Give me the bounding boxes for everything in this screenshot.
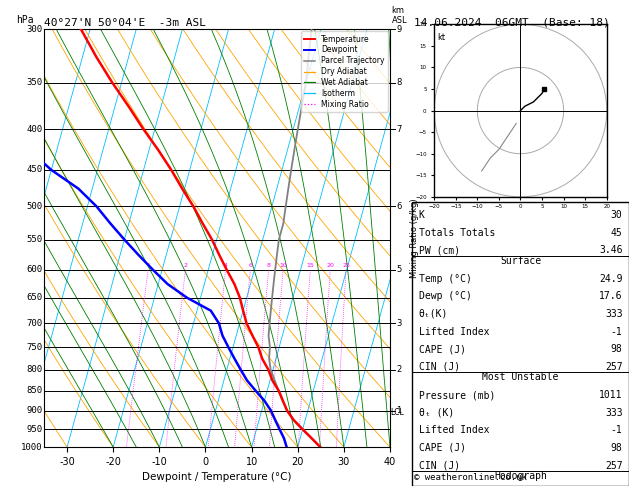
Text: Pressure (mb): Pressure (mb) bbox=[418, 390, 495, 400]
Text: 17.6: 17.6 bbox=[599, 291, 623, 301]
Text: 3: 3 bbox=[396, 319, 401, 328]
Text: CIN (J): CIN (J) bbox=[418, 461, 460, 470]
Text: 550: 550 bbox=[26, 235, 42, 244]
Text: Totals Totals: Totals Totals bbox=[418, 228, 495, 238]
Text: θₜ(K): θₜ(K) bbox=[418, 309, 448, 319]
Text: 24.9: 24.9 bbox=[599, 274, 623, 284]
Text: 40°27'N 50°04'E  -3m ASL: 40°27'N 50°04'E -3m ASL bbox=[44, 18, 206, 28]
X-axis label: Dewpoint / Temperature (°C): Dewpoint / Temperature (°C) bbox=[142, 472, 292, 483]
Text: 850: 850 bbox=[26, 386, 42, 395]
Text: PW (cm): PW (cm) bbox=[418, 245, 460, 256]
Text: 450: 450 bbox=[26, 165, 42, 174]
Text: 600: 600 bbox=[26, 265, 42, 274]
Text: 6: 6 bbox=[248, 263, 252, 268]
Text: km
ASL: km ASL bbox=[392, 6, 408, 25]
Text: 20: 20 bbox=[326, 263, 334, 268]
Text: CIN (J): CIN (J) bbox=[418, 362, 460, 372]
Text: Mixing Ratio (g/kg): Mixing Ratio (g/kg) bbox=[409, 198, 419, 278]
Text: 333: 333 bbox=[605, 309, 623, 319]
Text: 5: 5 bbox=[396, 265, 401, 274]
Text: 650: 650 bbox=[26, 293, 42, 302]
Text: 1011: 1011 bbox=[599, 390, 623, 400]
Text: 10: 10 bbox=[279, 263, 287, 268]
Text: 3.46: 3.46 bbox=[599, 245, 623, 256]
Text: 900: 900 bbox=[26, 406, 42, 415]
Text: 950: 950 bbox=[26, 425, 42, 434]
Text: -1: -1 bbox=[611, 425, 623, 435]
Text: 15: 15 bbox=[306, 263, 314, 268]
Text: Surface: Surface bbox=[500, 256, 541, 266]
Text: CAPE (J): CAPE (J) bbox=[418, 443, 465, 453]
Text: -1: -1 bbox=[611, 327, 623, 337]
Text: 333: 333 bbox=[605, 408, 623, 417]
Text: LCL: LCL bbox=[391, 408, 404, 417]
Text: 2: 2 bbox=[184, 263, 187, 268]
Legend: Temperature, Dewpoint, Parcel Trajectory, Dry Adiabat, Wet Adiabat, Isotherm, Mi: Temperature, Dewpoint, Parcel Trajectory… bbox=[301, 32, 387, 112]
Text: K: K bbox=[418, 210, 425, 220]
Text: 8: 8 bbox=[267, 263, 270, 268]
Text: 350: 350 bbox=[26, 78, 42, 87]
Text: Dewp (°C): Dewp (°C) bbox=[418, 291, 471, 301]
Text: Most Unstable: Most Unstable bbox=[482, 372, 559, 382]
Text: CAPE (J): CAPE (J) bbox=[418, 344, 465, 354]
Text: 1: 1 bbox=[396, 406, 401, 415]
Text: 1: 1 bbox=[146, 263, 150, 268]
Text: 300: 300 bbox=[26, 25, 42, 34]
Text: 700: 700 bbox=[26, 319, 42, 328]
Text: 45: 45 bbox=[611, 228, 623, 238]
Text: 4: 4 bbox=[223, 263, 228, 268]
Text: hPa: hPa bbox=[16, 15, 34, 25]
Text: 98: 98 bbox=[611, 344, 623, 354]
Text: 1000: 1000 bbox=[21, 443, 42, 451]
Text: © weatheronline.co.uk: © weatheronline.co.uk bbox=[414, 473, 526, 482]
Text: 98: 98 bbox=[611, 443, 623, 453]
Text: 30: 30 bbox=[611, 210, 623, 220]
Text: 750: 750 bbox=[26, 343, 42, 352]
Text: 6: 6 bbox=[396, 202, 401, 211]
Text: Lifted Index: Lifted Index bbox=[418, 327, 489, 337]
Text: 8: 8 bbox=[396, 78, 401, 87]
Text: 400: 400 bbox=[26, 124, 42, 134]
Text: Hodograph: Hodograph bbox=[494, 471, 547, 481]
Text: 257: 257 bbox=[605, 362, 623, 372]
Text: Lifted Index: Lifted Index bbox=[418, 425, 489, 435]
Text: Temp (°C): Temp (°C) bbox=[418, 274, 471, 284]
Text: 500: 500 bbox=[26, 202, 42, 211]
Text: 2: 2 bbox=[396, 365, 401, 374]
Text: 7: 7 bbox=[396, 124, 401, 134]
Text: 800: 800 bbox=[26, 365, 42, 374]
Text: kt: kt bbox=[438, 33, 446, 42]
Text: 25: 25 bbox=[342, 263, 350, 268]
Text: 9: 9 bbox=[396, 25, 401, 34]
Text: 257: 257 bbox=[605, 461, 623, 470]
Text: 14.06.2024  06GMT  (Base: 18): 14.06.2024 06GMT (Base: 18) bbox=[414, 17, 610, 27]
Text: θₜ (K): θₜ (K) bbox=[418, 408, 454, 417]
